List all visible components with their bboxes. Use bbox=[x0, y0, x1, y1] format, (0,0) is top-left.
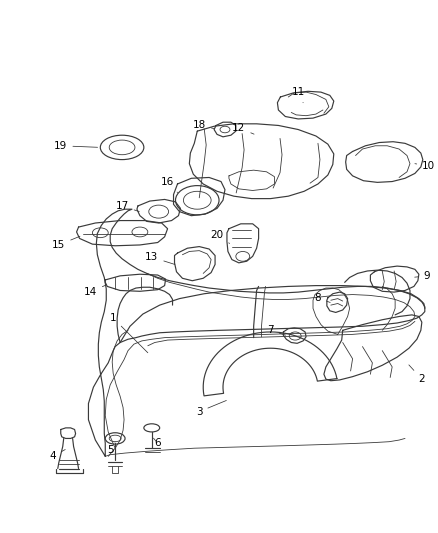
Text: 8: 8 bbox=[314, 293, 330, 303]
Text: 1: 1 bbox=[110, 313, 148, 353]
Text: 17: 17 bbox=[116, 201, 139, 212]
Text: 12: 12 bbox=[232, 123, 254, 134]
Text: 11: 11 bbox=[292, 87, 305, 103]
Text: 9: 9 bbox=[415, 271, 430, 281]
Text: 14: 14 bbox=[84, 285, 106, 297]
Text: 18: 18 bbox=[193, 119, 214, 130]
Text: 3: 3 bbox=[196, 400, 226, 417]
Text: 6: 6 bbox=[153, 438, 161, 448]
Text: 13: 13 bbox=[145, 252, 175, 264]
Text: 16: 16 bbox=[161, 177, 177, 192]
Text: 10: 10 bbox=[415, 161, 435, 171]
Text: 4: 4 bbox=[49, 449, 65, 462]
Text: 20: 20 bbox=[211, 230, 230, 244]
Text: 19: 19 bbox=[54, 141, 98, 151]
Text: 2: 2 bbox=[409, 365, 425, 384]
Text: 15: 15 bbox=[52, 236, 80, 250]
Text: 5: 5 bbox=[107, 442, 115, 455]
Text: 7: 7 bbox=[267, 325, 286, 335]
